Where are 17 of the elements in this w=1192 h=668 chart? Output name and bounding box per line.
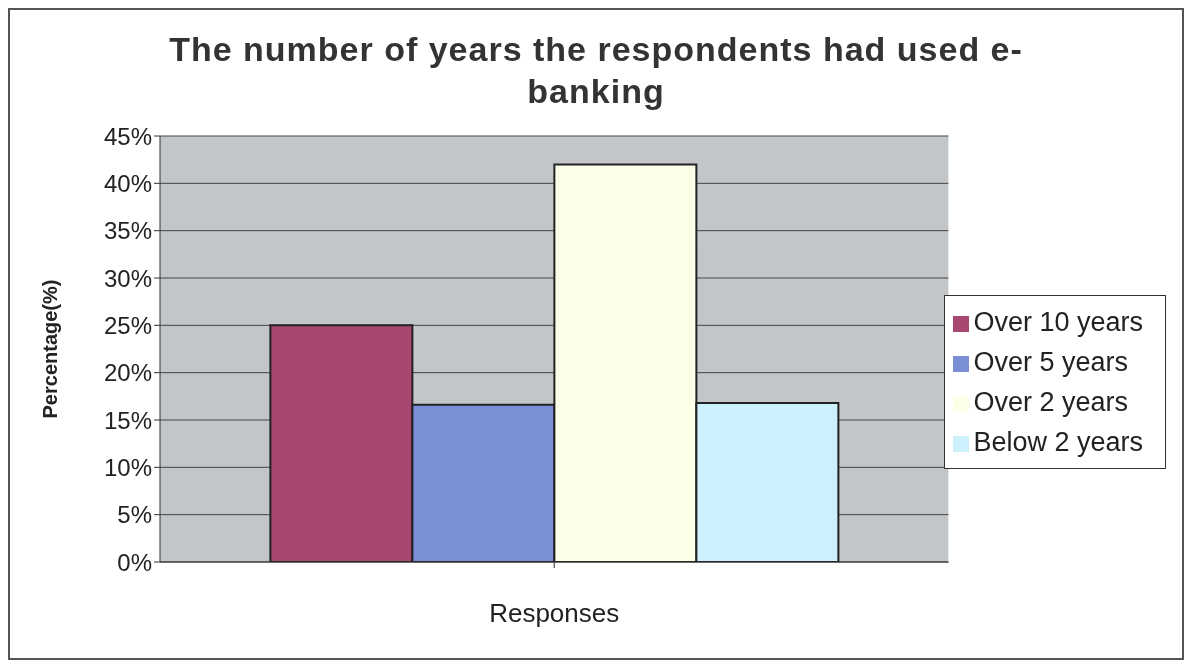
legend-label: Over 2 years: [973, 387, 1128, 417]
y-tick-label: 5%: [117, 501, 152, 529]
x-axis-title: Responses: [489, 598, 620, 628]
y-tick-label: 45%: [103, 122, 152, 150]
y-tick-label: 40%: [103, 169, 152, 197]
legend-label: Below 2 years: [973, 427, 1143, 457]
legend-label: Over 5 years: [973, 347, 1128, 377]
y-tick-label: 20%: [103, 359, 152, 387]
y-tick-label: 25%: [103, 311, 152, 339]
y-tick-label: 35%: [103, 217, 152, 245]
y-axis-title: Percentage(%): [39, 279, 62, 419]
y-tick-label: 0%: [117, 548, 152, 576]
y-tick-label: 30%: [103, 264, 152, 292]
y-tick-label: 15%: [103, 406, 152, 434]
chart-title: The number of years the respondents had used e-banking: [168, 29, 1024, 112]
y-tick-label: 10%: [103, 453, 152, 481]
legend-label: Over 10 years: [973, 307, 1143, 337]
